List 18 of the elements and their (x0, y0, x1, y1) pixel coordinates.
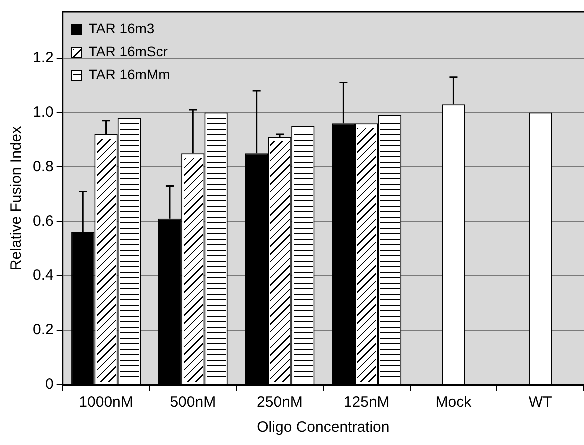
y-tick-label: 0.2 (32, 322, 54, 339)
y-tick-label: 1.0 (32, 104, 54, 121)
y-tick-label: 0.4 (32, 267, 54, 284)
legend-label: TAR 16mMm (88, 66, 170, 82)
y-axis-title: Relative Fusion Index (8, 126, 26, 271)
legend-label: TAR 16m3 (88, 20, 155, 36)
legend-label: TAR 16mScr (88, 43, 168, 60)
x-tick-label: WT (528, 394, 552, 412)
x-tick-label: 1000nM (79, 394, 134, 412)
x-axis-title: Oligo Concentration (257, 419, 390, 436)
y-tick-label: 0.8 (32, 158, 54, 176)
x-tick-label: 250nM (257, 394, 303, 412)
x-tick-label: Mock (436, 394, 472, 412)
y-tick-label: 0.6 (32, 212, 54, 230)
x-tick-label: 125nM (344, 394, 390, 412)
x-tick-label: 500nM (170, 394, 216, 412)
y-tick-label: 0 (46, 376, 54, 394)
y-tick-label: 1.2 (32, 49, 54, 66)
